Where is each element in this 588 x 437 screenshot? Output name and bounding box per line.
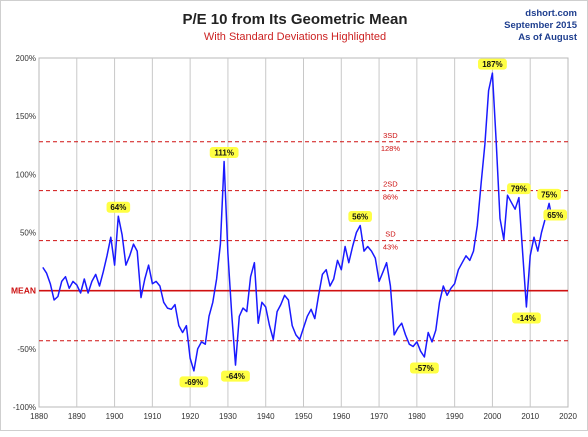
- chart-subtitle: With Standard Deviations Highlighted: [204, 31, 386, 43]
- annotation-badge: [179, 376, 209, 388]
- annotation-label: -69%: [185, 378, 204, 387]
- x-tick-label: 2010: [521, 412, 539, 421]
- std-band-name: 2SD: [383, 180, 398, 189]
- annotation-badge: [543, 209, 567, 221]
- y-tick-label: -100%: [13, 403, 36, 412]
- y-tick-label: 50%: [20, 229, 36, 238]
- y-tick-label: 150%: [16, 112, 36, 121]
- annotation-label: 65%: [547, 211, 563, 220]
- x-tick-label: 1980: [408, 412, 426, 421]
- annotation-label: 56%: [352, 213, 368, 222]
- x-tick-label: 1990: [446, 412, 464, 421]
- annotation-badge: [507, 183, 531, 195]
- chart-title: P/E 10 from Its Geometric Mean: [182, 11, 407, 28]
- series-line: [42, 72, 553, 372]
- mean-axis-label: MEAN: [11, 286, 36, 296]
- y-tick-label: -50%: [17, 345, 36, 354]
- annotation-label: 64%: [110, 203, 126, 212]
- source-line-asof: As of August: [518, 32, 578, 43]
- x-tick-label: 1910: [143, 412, 161, 421]
- annotation-label: -57%: [415, 364, 434, 373]
- x-tick-label: 1940: [257, 412, 275, 421]
- annotation-label: -64%: [226, 372, 245, 381]
- annotation-badge: [106, 201, 131, 213]
- annotation-badge: [537, 188, 561, 200]
- source-line-date: September 2015: [504, 20, 578, 31]
- x-tick-label: 1880: [30, 412, 48, 421]
- y-tick-label: 100%: [16, 170, 36, 179]
- x-tick-label: 1930: [219, 412, 237, 421]
- annotation-badge: [512, 312, 541, 324]
- annotation-label: 75%: [541, 190, 557, 199]
- x-tick-label: 2000: [484, 412, 502, 421]
- x-tick-label: 1960: [332, 412, 350, 421]
- annotation-label: 79%: [511, 185, 527, 194]
- annotation-label: 111%: [214, 149, 234, 158]
- x-tick-label: 1890: [68, 412, 86, 421]
- x-tick-label: 1950: [295, 412, 313, 421]
- annotation-label: -14%: [517, 314, 536, 323]
- annotation-badge: [410, 362, 439, 374]
- annotation-label: 187%: [482, 60, 502, 69]
- annotation-badge: [209, 147, 239, 159]
- y-tick-label: 200%: [16, 54, 36, 63]
- std-band-name: 3SD: [383, 131, 398, 140]
- std-band-value: 86%: [383, 193, 398, 202]
- source-line-site: dshort.com: [525, 8, 577, 19]
- plot-area: 1880 1890 1900 1910 1920 1930 1940 1950 1960 1970…: [11, 54, 577, 421]
- x-tick-label: 1900: [106, 412, 124, 421]
- std-band-name: SD: [385, 230, 396, 239]
- annotation-badge: [348, 211, 372, 223]
- x-tick-label: 2020: [559, 412, 577, 421]
- std-band-value: 43%: [383, 243, 398, 252]
- x-tick-label: 1920: [181, 412, 199, 421]
- annotation-badge: [478, 58, 507, 70]
- annotation-badge: [221, 370, 250, 382]
- std-band-value: 128%: [381, 144, 401, 153]
- x-tick-label: 1970: [370, 412, 388, 421]
